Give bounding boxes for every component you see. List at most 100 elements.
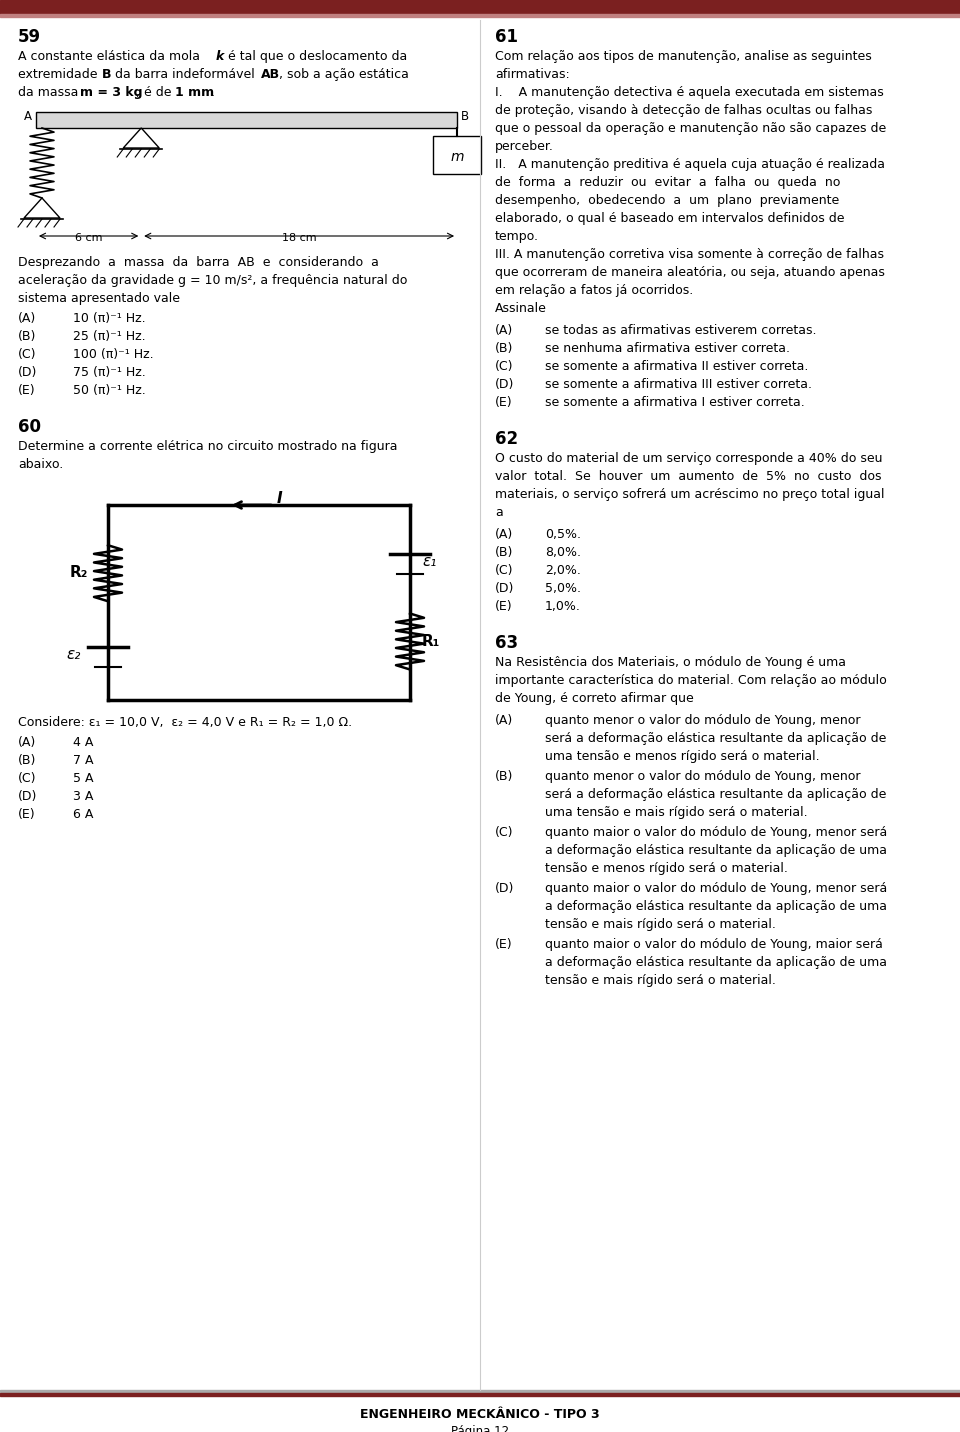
Text: 25 (π)⁻¹ Hz.: 25 (π)⁻¹ Hz. [73,329,146,344]
Bar [0,1390,960,1392]
Text: 63: 63 [495,634,518,652]
Text: 4 A: 4 A [73,736,93,749]
Text: 62: 62 [495,430,518,448]
Text: 0,5%.: 0,5%. [545,528,581,541]
Text: se nenhuma afirmativa estiver correta.: se nenhuma afirmativa estiver correta. [545,342,790,355]
Text: 5 A: 5 A [73,772,93,785]
Text: 6 A: 6 A [73,808,93,821]
Text: 1 mm: 1 mm [175,86,214,99]
Text: Página 12: Página 12 [451,1425,509,1432]
Text: (A): (A) [18,736,36,749]
Text: (C): (C) [18,348,36,361]
Text: m = 3 kg: m = 3 kg [80,86,142,99]
Text: perceber.: perceber. [495,140,554,153]
Text: (B): (B) [18,755,36,768]
Text: (D): (D) [18,367,37,379]
Bar [433,136,481,175]
Text: a deformação elástica resultante da aplicação de uma: a deformação elástica resultante da apli… [545,957,887,969]
Text: O custo do material de um serviço corresponde a 40% do seu: O custo do material de um serviço corres… [495,453,882,465]
Text: abaixo.: abaixo. [18,458,63,471]
Text: em relação a fatos já ocorridos.: em relação a fatos já ocorridos. [495,284,693,296]
Text: que o pessoal da operação e manutenção não são capazes de: que o pessoal da operação e manutenção n… [495,122,886,135]
Text: 18 cm: 18 cm [282,233,317,243]
Text: Na Resistência dos Materiais, o módulo de Young é uma: Na Resistência dos Materiais, o módulo d… [495,656,846,669]
Text: ε₂: ε₂ [66,647,81,662]
Text: (D): (D) [18,790,37,803]
Text: A constante elástica da mola: A constante elástica da mola [18,50,204,63]
Text: B: B [461,110,469,123]
Text: B: B [102,67,111,82]
Text: 10 (π)⁻¹ Hz.: 10 (π)⁻¹ Hz. [73,312,146,325]
Bar [0,0,960,14]
Text: de proteção, visando à detecção de falhas ocultas ou falhas: de proteção, visando à detecção de falha… [495,105,873,117]
Text: R₁: R₁ [422,633,441,649]
Text: 1,0%.: 1,0%. [545,600,581,613]
Text: 61: 61 [495,29,518,46]
Text: (E): (E) [495,397,513,410]
Text: (E): (E) [495,938,513,951]
Text: afirmativas:: afirmativas: [495,67,569,82]
Text: ENGENHEIRO MECKÂNICO - TIPO 3: ENGENHEIRO MECKÂNICO - TIPO 3 [360,1408,600,1421]
Text: tensão e mais rígido será o material.: tensão e mais rígido será o material. [545,918,776,931]
Text: 50 (π)⁻¹ Hz.: 50 (π)⁻¹ Hz. [73,384,146,397]
Text: se todas as afirmativas estiverem corretas.: se todas as afirmativas estiverem corret… [545,324,817,337]
Text: extremidade: extremidade [18,67,102,82]
Text: materiais, o serviço sofrerá um acréscimo no preço total igual: materiais, o serviço sofrerá um acréscim… [495,488,884,501]
Text: R₂: R₂ [70,566,88,580]
Text: quanto maior o valor do módulo de Young, menor será: quanto maior o valor do módulo de Young,… [545,882,887,895]
Text: (A): (A) [18,312,36,325]
Text: importante característica do material. Com relação ao módulo: importante característica do material. C… [495,674,887,687]
Text: ε₁: ε₁ [422,554,437,569]
Text: (B): (B) [495,342,514,355]
Text: , sob a ação estática: , sob a ação estática [279,67,409,82]
Text: valor  total.  Se  houver  um  aumento  de  5%  no  custo  dos: valor total. Se houver um aumento de 5% … [495,470,881,483]
Text: é tal que o deslocamento da: é tal que o deslocamento da [224,50,407,63]
Text: se somente a afirmativa I estiver correta.: se somente a afirmativa I estiver corret… [545,397,804,410]
Text: será a deformação elástica resultante da aplicação de: será a deformação elástica resultante da… [545,788,886,800]
Text: tensão e mais rígido será o material.: tensão e mais rígido será o material. [545,974,776,987]
Text: 7 A: 7 A [73,755,93,768]
Text: da barra indeformável: da barra indeformável [111,67,259,82]
Text: se somente a afirmativa III estiver correta.: se somente a afirmativa III estiver corr… [545,378,812,391]
Text: a deformação elástica resultante da aplicação de uma: a deformação elástica resultante da apli… [545,899,887,914]
Text: tensão e menos rígido será o material.: tensão e menos rígido será o material. [545,862,788,875]
Text: de  forma  a  reduzir  ou  evitar  a  falha  ou  queda  no: de forma a reduzir ou evitar a falha ou … [495,176,840,189]
Text: quanto menor o valor do módulo de Young, menor: quanto menor o valor do módulo de Young,… [545,770,860,783]
Bar [0,1393,960,1396]
Text: (A): (A) [495,715,514,727]
Text: m: m [450,150,464,165]
Text: Determine a corrente elétrica no circuito mostrado na figura: Determine a corrente elétrica no circuit… [18,440,397,453]
Text: (D): (D) [495,378,515,391]
Text: (B): (B) [18,329,36,344]
Text: sistema apresentado vale: sistema apresentado vale [18,292,180,305]
Text: II.   A manutenção preditiva é aquela cuja atuação é realizada: II. A manutenção preditiva é aquela cuja… [495,158,885,170]
Text: 60: 60 [18,418,41,435]
Text: (B): (B) [495,770,514,783]
Text: uma tensão e mais rígido será o material.: uma tensão e mais rígido será o material… [545,806,807,819]
Text: A: A [24,110,32,123]
Text: elaborado, o qual é baseado em intervalos definidos de: elaborado, o qual é baseado em intervalo… [495,212,845,225]
Text: tempo.: tempo. [495,231,539,243]
Text: Desprezando  a  massa  da  barra  AB  e  considerando  a: Desprezando a massa da barra AB e consid… [18,256,379,269]
Text: I: I [276,491,282,505]
Text: Considere: ε₁ = 10,0 V,  ε₂ = 4,0 V e R₁ = R₂ = 1,0 Ω.: Considere: ε₁ = 10,0 V, ε₂ = 4,0 V e R₁ … [18,716,352,729]
Text: 2,0%.: 2,0%. [545,564,581,577]
Text: .: . [211,86,215,99]
Text: quanto menor o valor do módulo de Young, menor: quanto menor o valor do módulo de Young,… [545,715,860,727]
Text: I.    A manutenção detectiva é aquela executada em sistemas: I. A manutenção detectiva é aquela execu… [495,86,884,99]
Text: (E): (E) [18,384,36,397]
Text: uma tensão e menos rígido será o material.: uma tensão e menos rígido será o materia… [545,750,820,763]
Text: Assinale: Assinale [495,302,547,315]
Text: AB: AB [261,67,280,82]
Bar [0,14,960,17]
Text: a deformação elástica resultante da aplicação de uma: a deformação elástica resultante da apli… [545,843,887,856]
Text: desempenho,  obedecendo  a  um  plano  previamente: desempenho, obedecendo a um plano previa… [495,193,839,208]
Text: (D): (D) [495,581,515,596]
Text: (C): (C) [18,772,36,785]
Text: será a deformação elástica resultante da aplicação de: será a deformação elástica resultante da… [545,732,886,745]
Text: (A): (A) [495,528,514,541]
Text: Com relação aos tipos de manutenção, analise as seguintes: Com relação aos tipos de manutenção, ana… [495,50,872,63]
Text: 8,0%.: 8,0%. [545,546,581,558]
Text: de Young, é correto afirmar que: de Young, é correto afirmar que [495,692,694,705]
Text: (E): (E) [495,600,513,613]
